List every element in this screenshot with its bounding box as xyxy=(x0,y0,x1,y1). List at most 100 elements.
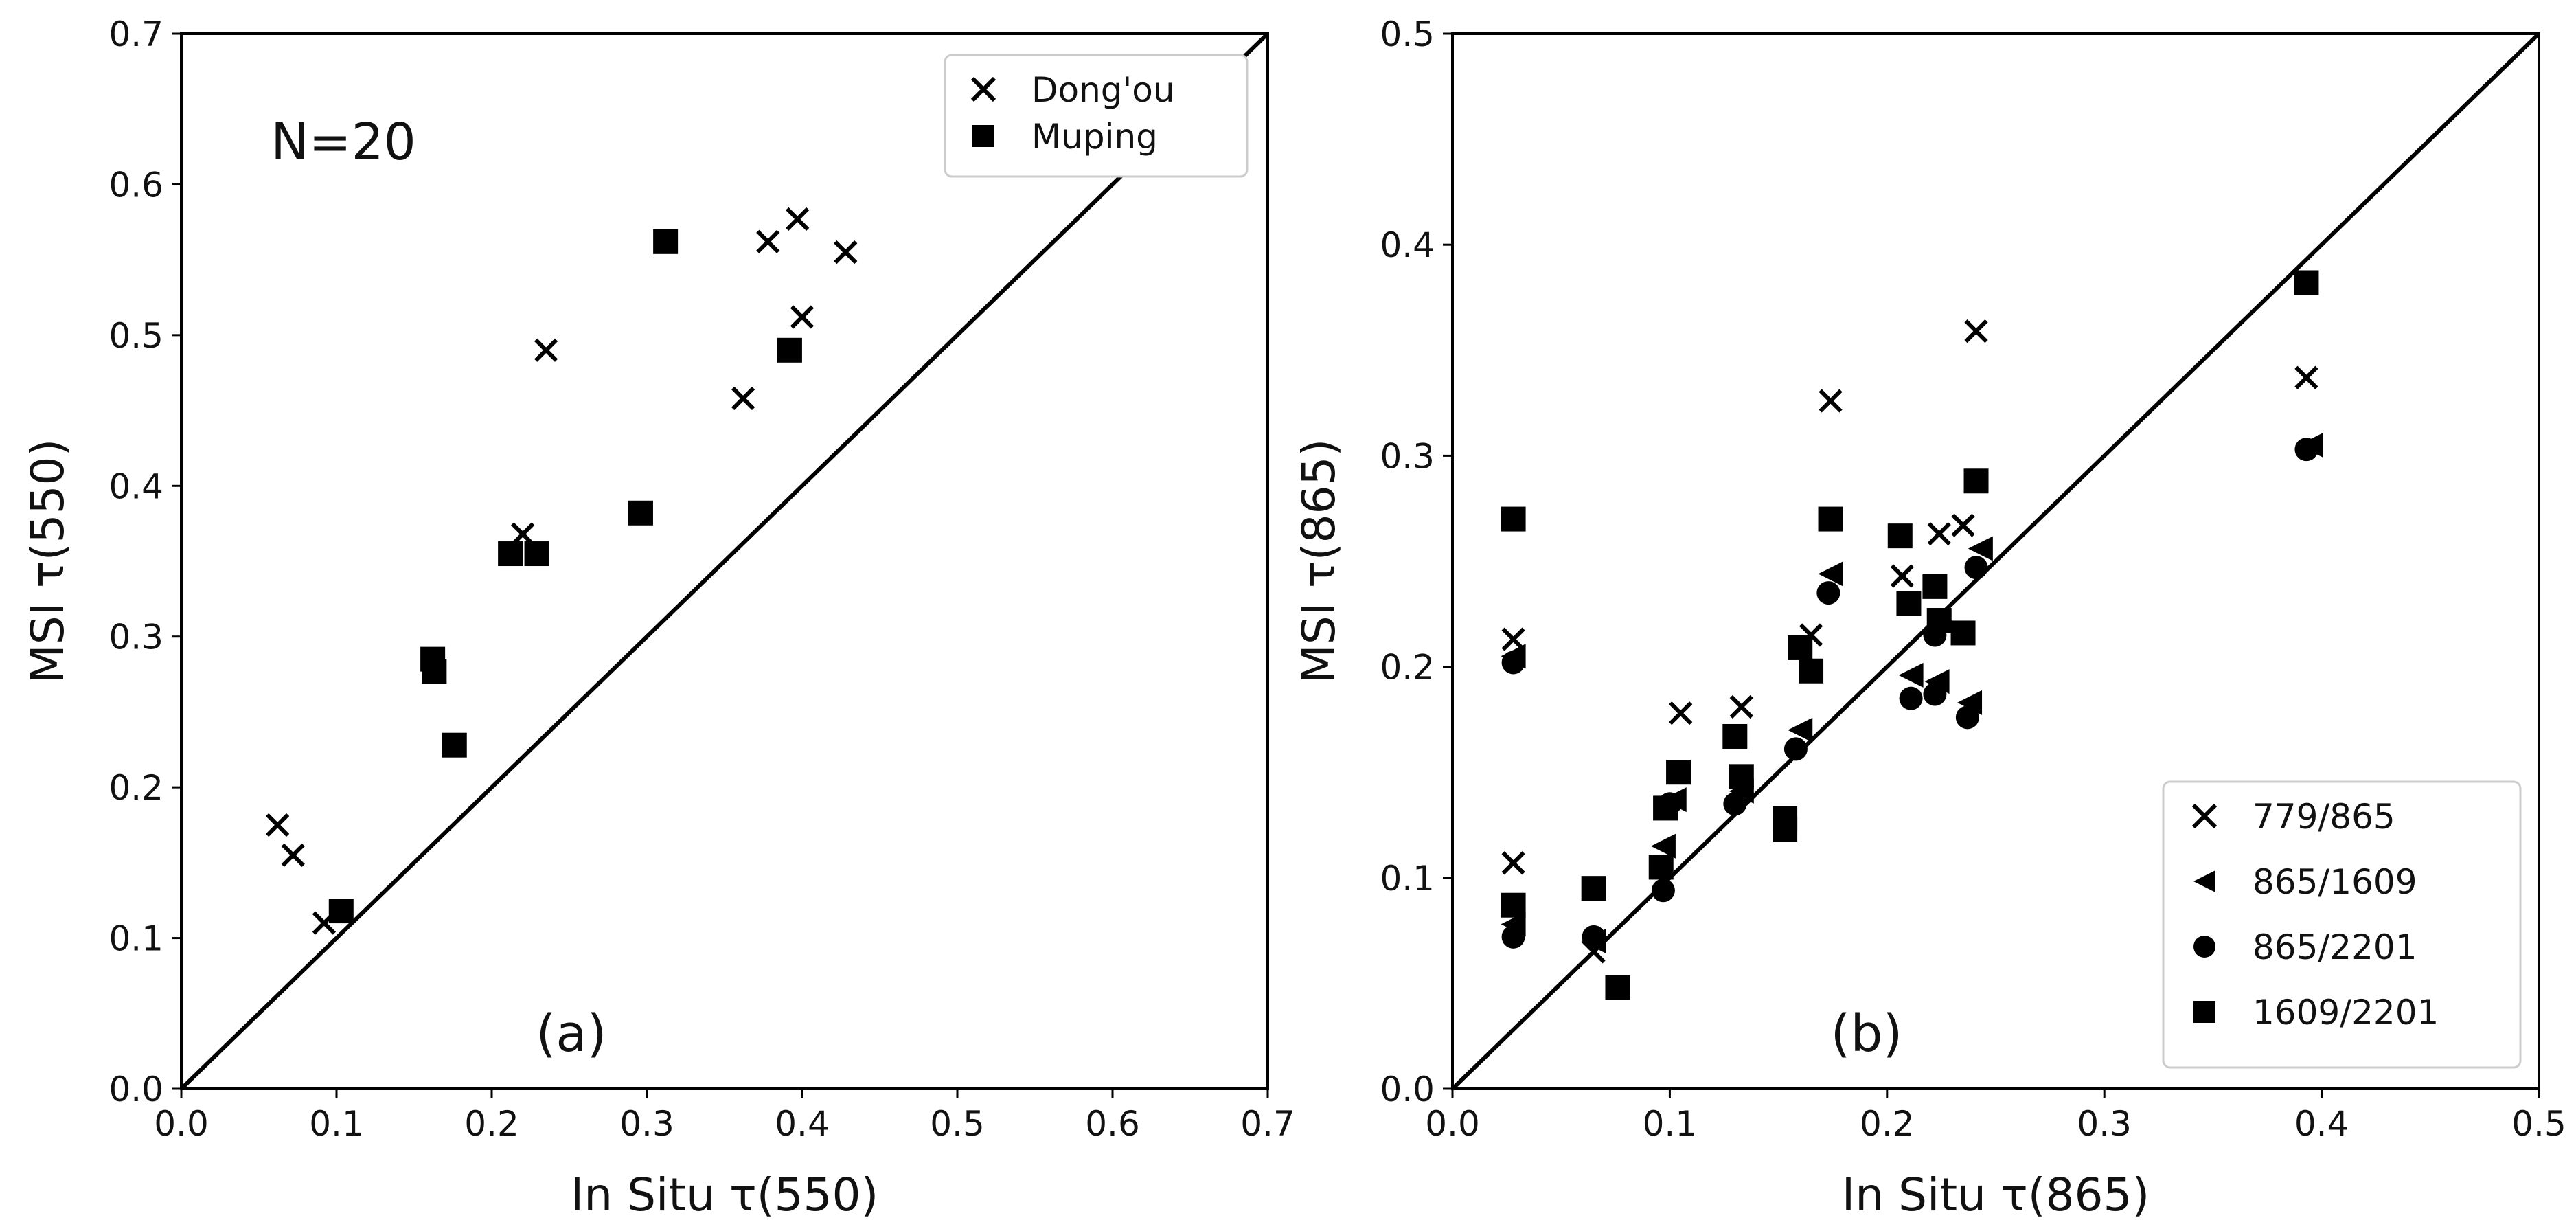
point-a-0-1 xyxy=(281,843,305,868)
point-b-3-13 xyxy=(1818,506,1843,532)
y-tick-label-a-4: 0.4 xyxy=(109,466,163,506)
x-tick-label-b-3: 0.3 xyxy=(2077,1104,2132,1144)
y-tick-label-b-3: 0.3 xyxy=(1380,436,1435,476)
point-a-1-6 xyxy=(628,500,653,526)
x-tick-label-a-1: 0.1 xyxy=(309,1104,364,1144)
point-a-1-8 xyxy=(777,337,802,363)
one-to-one-line-a xyxy=(179,32,1270,1091)
point-a-1-4 xyxy=(498,541,523,567)
point-b-2-5 xyxy=(1723,792,1747,816)
series-b-1 xyxy=(1501,433,2323,953)
point-b-2-1 xyxy=(1501,925,1525,949)
y-tick-label-a-1: 0.1 xyxy=(109,919,163,959)
point-a-0-8 xyxy=(790,305,814,329)
legend-label-b-0: 779/865 xyxy=(2253,797,2395,837)
legend-marker-a-1 xyxy=(972,125,994,147)
plot-frame-a xyxy=(180,32,1269,1090)
point-b-3-11 xyxy=(1788,635,1813,660)
point-b-0-1 xyxy=(1501,851,1525,875)
point-b-3-18 xyxy=(1950,620,1976,646)
x-axis-label-a: In Situ τ(550) xyxy=(571,1168,878,1221)
point-b-2-6 xyxy=(1783,737,1808,761)
point-b-2-8 xyxy=(1899,686,1923,710)
x-tick-label-b-4: 0.4 xyxy=(2294,1104,2349,1144)
point-b-1-8 xyxy=(1898,662,1924,688)
point-a-0-5 xyxy=(731,386,755,411)
y-axis-label-a: MSI τ(550) xyxy=(21,439,74,684)
x-tick-label-a-0: 0.0 xyxy=(154,1104,209,1144)
annotation-panel-a: (a) xyxy=(536,1004,606,1063)
y-axis-label-b: MSI τ(865) xyxy=(1292,439,1345,684)
point-b-3-17 xyxy=(1926,608,1952,633)
point-b-3-3 xyxy=(1605,975,1630,1000)
point-b-3-12 xyxy=(1799,658,1824,684)
annotation-panel-b: (b) xyxy=(1831,1004,1903,1063)
x-tick-label-a-3: 0.3 xyxy=(619,1104,674,1144)
legend-marker-b-2 xyxy=(2193,936,2215,958)
x-tick-label-a-7: 0.7 xyxy=(1240,1104,1295,1144)
legend-label-b-2: 865/2201 xyxy=(2253,927,2417,967)
legend-label-a-0: Dong'ou xyxy=(1031,70,1175,110)
x-axis-label-b: In Situ τ(865) xyxy=(1842,1168,2150,1221)
point-b-3-4 xyxy=(1648,855,1674,880)
point-b-2-7 xyxy=(1816,581,1840,605)
point-a-1-0 xyxy=(328,899,354,924)
point-b-3-10 xyxy=(1773,817,1798,842)
point-a-1-7 xyxy=(653,229,679,254)
y-tick-label-a-6: 0.6 xyxy=(109,165,163,205)
point-b-0-3 xyxy=(1669,701,1693,725)
plot-frame-b xyxy=(1451,32,2540,1090)
point-a-0-7 xyxy=(786,207,810,231)
point-b-2-3 xyxy=(1651,879,1675,903)
point-b-3-1 xyxy=(1501,892,1526,918)
legend-label-b-3: 1609/2201 xyxy=(2253,993,2439,1032)
point-a-0-3 xyxy=(511,522,535,546)
x-tick-label-b-0: 0.0 xyxy=(1425,1104,1480,1144)
legend-b: 779/865 865/1609 865/2201 1609/2201 xyxy=(2162,780,2522,1069)
point-b-3-14 xyxy=(1887,523,1913,549)
x-tick-label-a-5: 0.5 xyxy=(930,1104,985,1144)
x-tick-label-a-6: 0.6 xyxy=(1085,1104,1140,1144)
one-to-one-line-b xyxy=(1450,32,2541,1091)
point-a-1-3 xyxy=(442,732,467,758)
point-b-2-10 xyxy=(1955,705,1979,730)
y-tick-label-a-2: 0.2 xyxy=(109,768,163,808)
y-tick-label-a-0: 0.0 xyxy=(109,1070,163,1109)
legend-box-b xyxy=(2162,780,2522,1069)
point-b-2-9 xyxy=(1923,682,1947,706)
point-b-0-9 xyxy=(1951,513,1975,537)
legend-marker-b-3 xyxy=(2193,1001,2215,1023)
point-a-1-5 xyxy=(524,541,549,567)
x-tick-label-b-2: 0.2 xyxy=(1860,1104,1915,1144)
x-tick-label-a-4: 0.4 xyxy=(775,1104,830,1144)
point-b-3-7 xyxy=(1722,723,1748,749)
legend-box-a xyxy=(944,54,1249,178)
legend-label-a-1: Muping xyxy=(1031,117,1158,157)
point-b-0-0 xyxy=(1501,627,1525,651)
annotation-n-a: N=20 xyxy=(271,113,416,172)
point-b-3-15 xyxy=(1896,591,1922,616)
point-b-2-11 xyxy=(1964,556,1988,580)
point-b-3-5 xyxy=(1653,795,1678,821)
point-b-1-3 xyxy=(1650,833,1676,859)
legend-label-b-1: 865/1609 xyxy=(2253,862,2417,902)
series-a-1 xyxy=(328,229,802,924)
point-b-3-8 xyxy=(1729,764,1754,789)
legend-marker-a-0 xyxy=(970,76,996,102)
y-tick-label-b-2: 0.2 xyxy=(1380,648,1435,688)
point-b-0-11 xyxy=(2294,365,2318,389)
point-b-1-7 xyxy=(1818,561,1843,587)
point-a-0-9 xyxy=(834,240,858,264)
point-b-2-0 xyxy=(1501,651,1525,675)
legend-marker-b-1 xyxy=(2193,870,2215,892)
point-b-1-6 xyxy=(1788,717,1813,743)
y-tick-label-b-1: 0.1 xyxy=(1380,859,1435,899)
point-b-0-10 xyxy=(1964,319,1988,343)
legend-marker-b-0 xyxy=(2191,803,2218,829)
x-tick-label-b-5: 0.5 xyxy=(2511,1104,2566,1144)
y-tick-label-b-4: 0.4 xyxy=(1380,225,1435,265)
point-b-3-19 xyxy=(1963,468,1989,494)
point-b-0-8 xyxy=(1927,521,1951,546)
point-b-0-7 xyxy=(1890,564,1915,588)
